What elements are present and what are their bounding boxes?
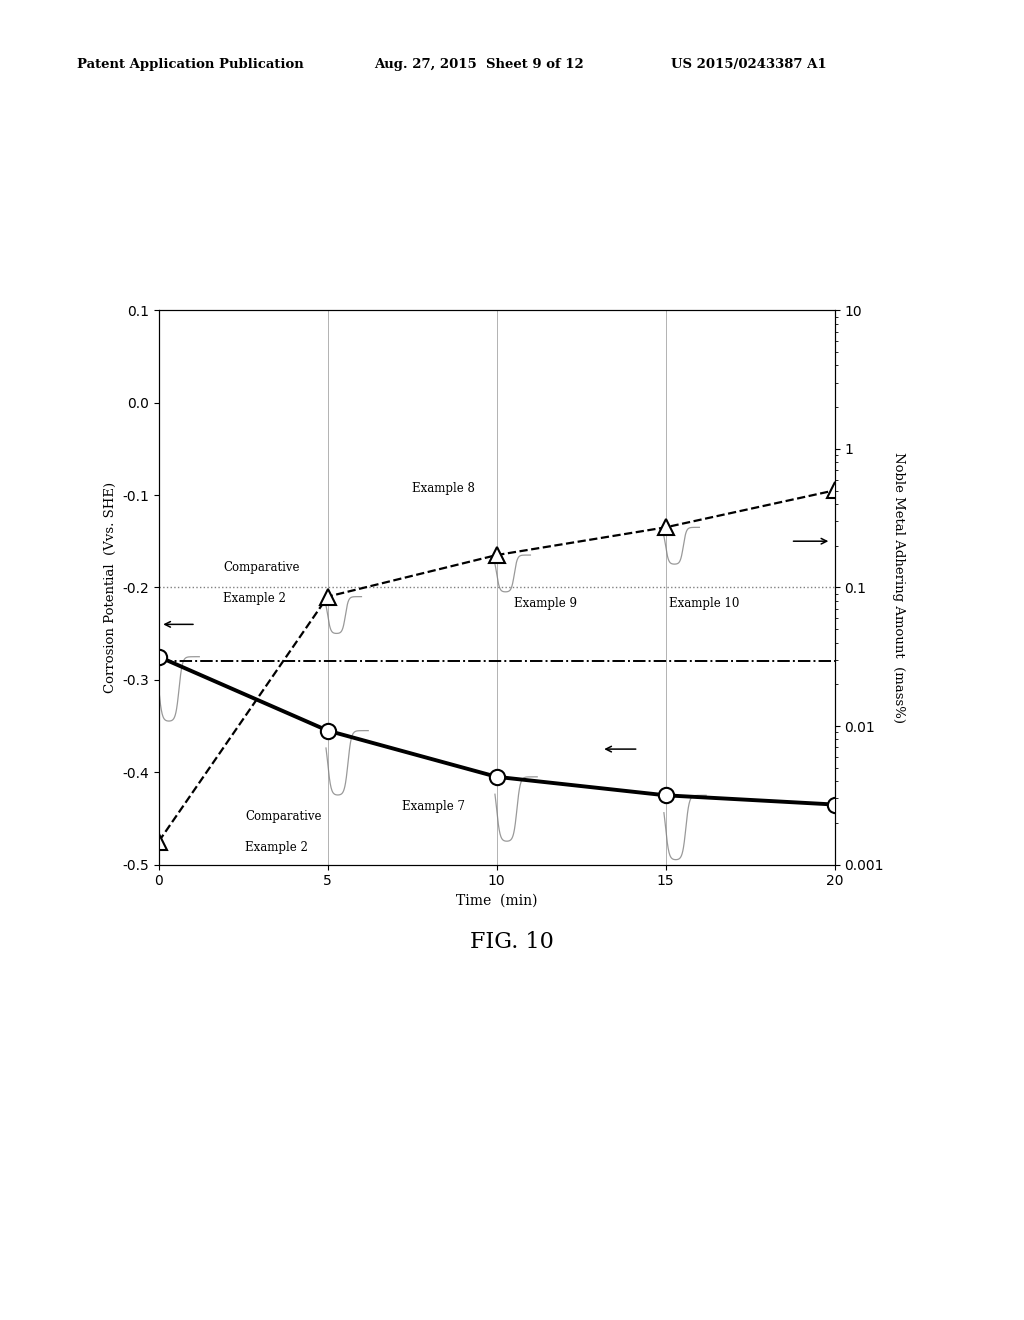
Y-axis label: Noble Metal Adhering Amount  (mass%): Noble Metal Adhering Amount (mass%) <box>892 451 904 723</box>
Text: Example 8: Example 8 <box>412 482 475 495</box>
Text: Comparative: Comparative <box>245 810 322 824</box>
Text: Aug. 27, 2015  Sheet 9 of 12: Aug. 27, 2015 Sheet 9 of 12 <box>374 58 584 71</box>
Text: Example 10: Example 10 <box>669 597 739 610</box>
Text: Patent Application Publication: Patent Application Publication <box>77 58 303 71</box>
X-axis label: Time  (min): Time (min) <box>456 894 538 908</box>
Text: Example 7: Example 7 <box>402 800 465 813</box>
Y-axis label: Corrosion Potential  (Vvs. SHE): Corrosion Potential (Vvs. SHE) <box>103 482 117 693</box>
Text: US 2015/0243387 A1: US 2015/0243387 A1 <box>671 58 826 71</box>
Text: Example 9: Example 9 <box>514 597 577 610</box>
Text: Comparative: Comparative <box>223 561 299 574</box>
Text: Example 2: Example 2 <box>245 842 308 854</box>
Text: FIG. 10: FIG. 10 <box>470 931 554 953</box>
Text: Example 2: Example 2 <box>223 593 286 605</box>
